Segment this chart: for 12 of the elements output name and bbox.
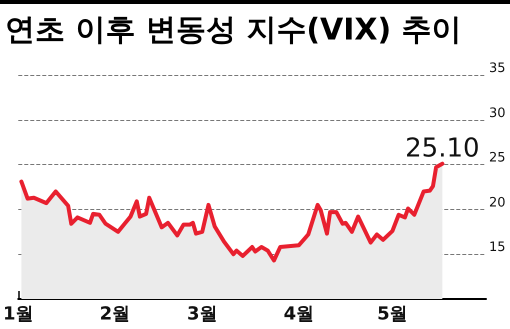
annotation: 25.10 <box>405 134 480 164</box>
y-tick-label: 35 <box>489 61 506 76</box>
chart-title: 연초 이후 변동성 지수(VIX) 추이 <box>5 12 462 48</box>
x-tick-label: 2월 <box>100 304 130 324</box>
y-tick-label: 15 <box>489 240 506 256</box>
y-tick-label: 25 <box>489 150 506 166</box>
x-tick-label: 1월 <box>2 304 34 324</box>
y-tick-label: 30 <box>489 106 506 121</box>
x-tick-label: 4월 <box>284 304 314 324</box>
x-tick-label: 3월 <box>186 304 218 324</box>
x-tick-label: 5월 <box>377 304 408 324</box>
y-tick-label: 20 <box>489 195 506 210</box>
